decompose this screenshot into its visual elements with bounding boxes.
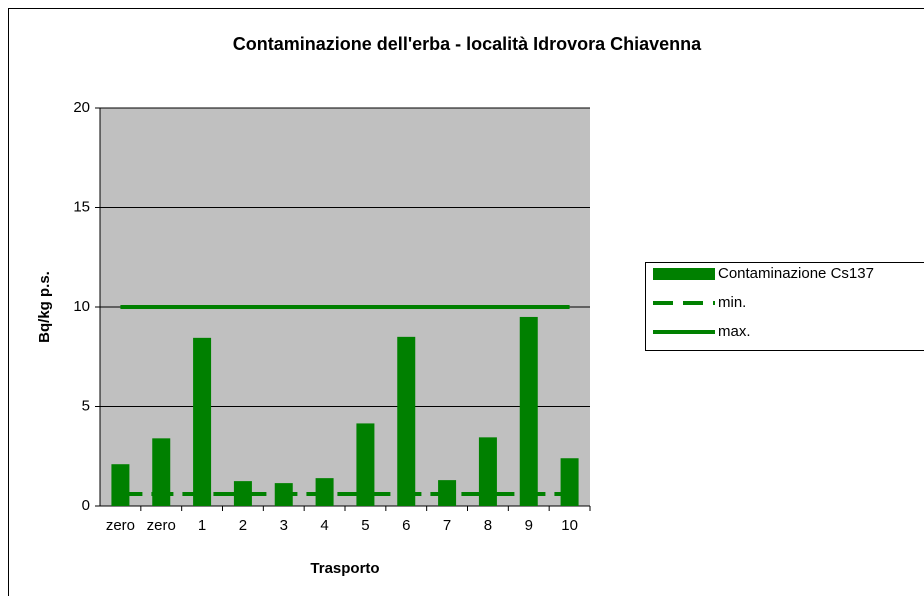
x-tick-label: zero <box>147 517 176 534</box>
x-tick-label: 1 <box>198 517 206 534</box>
bar <box>479 437 497 506</box>
x-tick-label: 7 <box>443 517 451 534</box>
y-tick-label: 15 <box>73 198 90 215</box>
y-axis-label: Bq/kg p.s. <box>36 271 53 343</box>
bar <box>234 481 252 506</box>
x-tick-label: 9 <box>525 517 533 534</box>
legend-label: max. <box>718 323 751 340</box>
x-tick-label: 4 <box>320 517 328 534</box>
bar <box>438 480 456 506</box>
x-tick-label: 8 <box>484 517 492 534</box>
x-tick-label: zero <box>106 517 135 534</box>
bar <box>275 483 293 506</box>
legend-swatch <box>653 268 715 280</box>
x-tick-label: 10 <box>561 517 578 534</box>
bar <box>520 317 538 506</box>
legend-label: Contaminazione Cs137 <box>718 265 874 282</box>
bar <box>111 464 129 506</box>
x-tick-label: 5 <box>361 517 369 534</box>
y-tick-label: 20 <box>73 99 90 116</box>
x-axis-label: Trasporto <box>310 560 379 577</box>
x-tick-label: 2 <box>239 517 247 534</box>
x-tick-label: 6 <box>402 517 410 534</box>
bar <box>561 458 579 506</box>
bar <box>316 478 334 506</box>
y-tick-label: 5 <box>82 397 90 414</box>
legend-label: min. <box>718 294 746 311</box>
y-tick-label: 10 <box>73 298 90 315</box>
bar <box>397 337 415 506</box>
chart-title: Contaminazione dell'erba - località Idro… <box>233 34 702 54</box>
y-tick-label: 0 <box>82 497 90 514</box>
bar <box>152 438 170 506</box>
bar <box>193 338 211 506</box>
bar <box>356 423 374 506</box>
x-tick-label: 3 <box>280 517 288 534</box>
